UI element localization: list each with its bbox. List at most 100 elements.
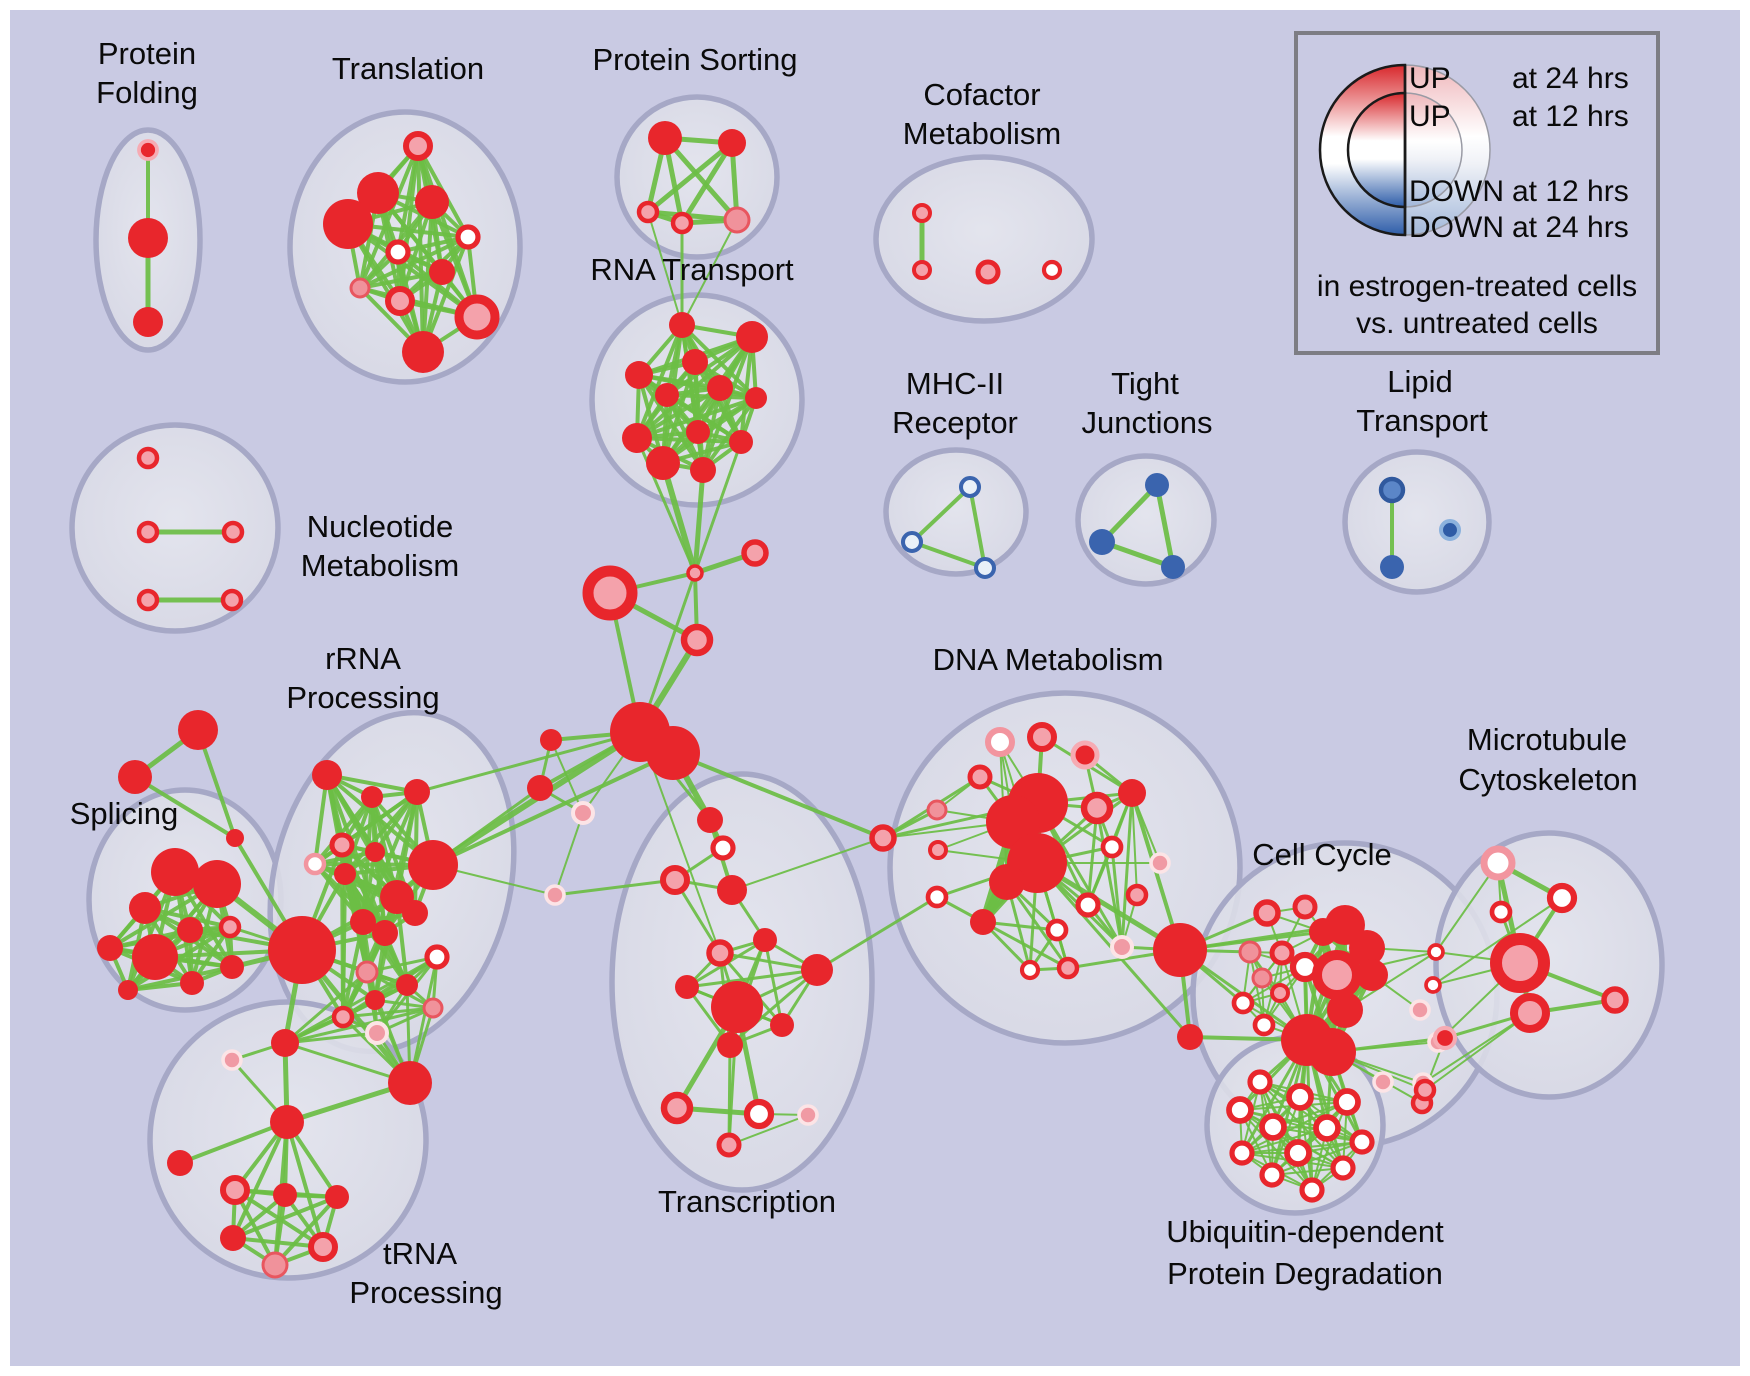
legend-direction-3: DOWN: [1409, 211, 1504, 244]
network-node-tl9: [385, 286, 415, 316]
network-node-ub9: [1349, 1129, 1375, 1155]
network-node-tc10: [770, 1013, 794, 1037]
network-node-nm2: [136, 520, 160, 544]
network-node-ps4: [670, 211, 694, 235]
network-edge: [283, 955, 439, 1045]
network-node-dm21: [1019, 959, 1041, 981]
network-node-lp3: [1380, 555, 1404, 579]
cluster-label-translation: Translation: [332, 51, 484, 86]
legend-caption-1: vs. untreated cells: [1356, 307, 1598, 340]
network-node-rr7: [303, 852, 327, 876]
network-node-tc13: [743, 1098, 775, 1130]
network-edge: [283, 970, 369, 1045]
network-node-ub10: [1330, 1155, 1356, 1181]
cluster-label-lipid-transport: Transport: [1356, 403, 1488, 438]
cluster-label-protein-folding: Folding: [96, 75, 198, 110]
network-node-nm5: [220, 588, 244, 612]
network-edge: [728, 1114, 809, 1146]
network-node-cf2: [912, 260, 932, 280]
network-node-mh2: [900, 530, 924, 554]
network-node-cf4: [1041, 259, 1063, 281]
network-node-tx1: [220, 1175, 250, 1205]
network-node-ub2: [1286, 1083, 1314, 1111]
network-node-rt3: [625, 361, 653, 389]
cluster-label-trna-processing: Processing: [349, 1275, 502, 1310]
cluster-label-transcription: Transcription: [658, 1184, 836, 1219]
network-node-rr14: [424, 944, 450, 970]
cluster-label-ubiquitin-dependent-protein-degradation: Ubiquitin-dependent: [1166, 1214, 1444, 1249]
cluster-label-cofactor-metabolism: Cofactor: [923, 77, 1040, 112]
network-node-g3: [571, 801, 595, 825]
network-node-ccb2: [1308, 1028, 1356, 1076]
network-node-cf1: [912, 203, 932, 223]
cluster-label-rrna-processing: rRNA: [325, 641, 401, 676]
network-node-sp1: [151, 848, 199, 896]
network-node-dm1: [985, 727, 1015, 757]
network-node-dm24: [1177, 1024, 1203, 1050]
network-node-cf3: [975, 259, 1001, 285]
network-node-tc4: [717, 875, 747, 905]
cluster-label-mhc-ii-receptor: MHC-II: [906, 366, 1004, 401]
network-node-rt4: [682, 349, 708, 375]
network-node-cc14: [1327, 992, 1363, 1028]
network-node-rr13: [372, 920, 398, 946]
network-node-rt7: [745, 387, 767, 409]
network-node-cc15: [1252, 1013, 1276, 1037]
network-edge: [1095, 806, 1124, 949]
network-node-mt8: [1601, 986, 1629, 1014]
network-node-mt6: [1424, 976, 1442, 994]
network-node-dm12: [1100, 835, 1124, 859]
network-node-dm20: [1056, 956, 1080, 980]
network-node-dm4: [967, 764, 993, 790]
cluster-ellipse-lipid-transport: [1342, 449, 1492, 595]
network-edge: [662, 135, 740, 223]
cluster-ellipse-mhc-ii-receptor: [883, 447, 1029, 577]
network-edge: [1435, 862, 1499, 953]
network-node-tx2: [273, 1183, 297, 1207]
network-node-cn1: [686, 564, 704, 582]
network-node-rr9: [365, 842, 385, 862]
network-node-nm3: [221, 520, 245, 544]
network-node-tc2: [710, 835, 736, 861]
network-edge: [739, 335, 754, 444]
network-edge: [1099, 482, 1160, 545]
network-edge: [1311, 1101, 1348, 1191]
network-node-dm19: [1045, 918, 1069, 942]
network-node-dm14: [928, 840, 948, 860]
network-node-tl11: [402, 331, 444, 373]
network-node-ub12: [1299, 1177, 1325, 1203]
network-node-sp10: [118, 980, 138, 1000]
legend-direction-1: UP: [1409, 100, 1451, 133]
network-node-tr1: [178, 710, 218, 750]
network-edge: [660, 460, 698, 576]
network-node-nm1: [136, 446, 160, 470]
network-node-rt8: [622, 423, 652, 453]
network-node-dm13: [1149, 852, 1171, 874]
network-node-dm16: [970, 909, 996, 935]
network-node-rr5: [404, 779, 430, 805]
network-node-tc3: [660, 865, 690, 895]
network-edge: [693, 440, 743, 575]
network-node-ps5: [723, 206, 751, 234]
network-node-ps1: [648, 121, 682, 155]
network-node-lp1: [1378, 476, 1406, 504]
network-edge: [635, 386, 722, 440]
network-node-tl3: [415, 185, 449, 219]
network-node-dm3: [1070, 740, 1100, 770]
network-edge: [815, 895, 939, 972]
network-node-cn2: [741, 539, 769, 567]
network-node-sp4: [97, 935, 123, 961]
network-edge: [1422, 1012, 1531, 1084]
network-edge: [285, 1120, 325, 1249]
network-node-rr19: [331, 1005, 355, 1029]
network-node-mt2: [1546, 882, 1578, 914]
network-edge: [231, 1195, 339, 1240]
network-node-dm6: [1118, 779, 1146, 807]
network-node-mh1: [958, 475, 982, 499]
network-node-tr3: [226, 829, 244, 847]
legend-time-0: at 24 hrs: [1512, 62, 1629, 95]
network-edge: [1271, 1141, 1363, 1176]
network-node-rr15: [355, 960, 379, 984]
